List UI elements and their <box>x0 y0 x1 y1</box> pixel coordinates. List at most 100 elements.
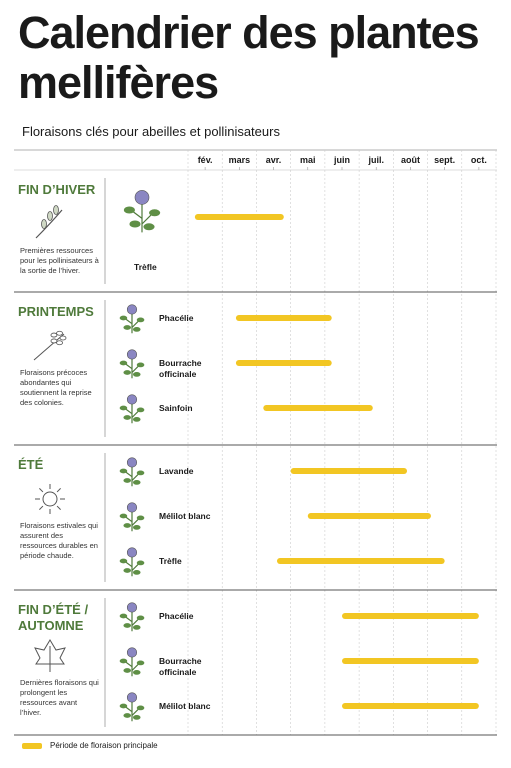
plant-name: Lavande <box>159 466 194 476</box>
legend-swatch <box>22 743 42 749</box>
x-tick-label: avr. <box>265 155 282 165</box>
plant-name: Mélilot blanc <box>159 701 211 711</box>
bloom-bar <box>235 315 332 321</box>
plant-icon <box>136 560 145 566</box>
x-tick-label: fév. <box>197 155 213 165</box>
group-description: Floraisons estivales qui assurent des re… <box>20 521 98 560</box>
group-icon <box>50 332 58 338</box>
plant-icon <box>126 547 138 558</box>
plant-icon <box>143 223 155 231</box>
group-description: Premières ressources pour les pollinisat… <box>20 246 99 275</box>
plant-icon <box>132 625 141 630</box>
plant-icon <box>123 668 132 673</box>
plant-icon <box>119 405 128 411</box>
plant-icon <box>136 362 145 368</box>
plant-icon <box>136 317 145 323</box>
plant-icon <box>132 417 141 422</box>
plant-name: Trèfle <box>134 262 157 272</box>
group-description: Floraisons précoces abondantes qui souti… <box>20 368 92 407</box>
plant-icon <box>149 209 161 217</box>
plant-icon <box>123 370 132 375</box>
group-icon <box>41 219 47 229</box>
x-tick-label: juin <box>334 155 350 165</box>
group-icon <box>33 333 65 361</box>
group-icon <box>59 335 67 341</box>
plant-icon <box>123 623 132 628</box>
plant-icon <box>126 647 138 658</box>
bloom-bar <box>342 703 479 709</box>
plant-icon <box>132 480 141 485</box>
plant-icon <box>123 713 132 718</box>
plant-icon <box>126 692 138 703</box>
group-icon <box>47 211 53 221</box>
plant-icon <box>126 349 138 360</box>
plant-name: Phacélie <box>159 611 194 621</box>
plant-icon <box>136 515 145 521</box>
plant-icon <box>129 220 141 228</box>
plant-icon <box>119 658 128 664</box>
plant-name: Sainfoin <box>159 403 193 413</box>
plant-icon <box>119 315 128 321</box>
plant-icon <box>132 570 141 575</box>
group-icon <box>39 505 44 510</box>
bloom-bar <box>342 613 479 619</box>
plant-name: Phacélie <box>159 313 194 323</box>
plant-icon <box>119 703 128 709</box>
group-icon <box>42 491 58 507</box>
plant-icon <box>123 523 132 528</box>
bloom-bar <box>290 468 408 474</box>
x-tick-label: août <box>400 155 420 165</box>
plant-icon <box>119 513 128 519</box>
plant-icon <box>119 468 128 474</box>
plant-name: Mélilot blanc <box>159 511 211 521</box>
plant-icon <box>134 190 150 205</box>
group-name: FIN D’HIVER <box>18 182 96 197</box>
plant-icon <box>136 705 145 711</box>
group-icon <box>53 205 59 215</box>
group-icon <box>56 505 61 510</box>
plant-icon <box>119 558 128 564</box>
plant-icon <box>126 602 138 613</box>
plant-icon <box>119 360 128 366</box>
x-tick-label: juil. <box>368 155 384 165</box>
plant-icon <box>136 470 145 476</box>
plant-icon <box>132 327 141 332</box>
plant-icon <box>123 325 132 330</box>
chart-subtitle: Floraisons clés pour abeilles et pollini… <box>22 124 280 139</box>
plant-icon <box>126 502 138 513</box>
plant-icon <box>136 660 145 666</box>
bloom-bar <box>235 360 332 366</box>
legend-label: Période de floraison principale <box>50 741 158 750</box>
plant-icon <box>132 525 141 530</box>
plant-icon <box>123 415 132 420</box>
plant-name: Bourrache officinale <box>159 358 202 379</box>
plant-icon <box>132 372 141 377</box>
group-icon <box>56 488 61 493</box>
x-tick-label: oct. <box>470 155 487 165</box>
bloom-bar <box>342 658 479 664</box>
plant-icon <box>136 615 145 621</box>
group-icon <box>35 209 63 239</box>
plant-name: Trèfle <box>159 556 182 566</box>
chart-title: Calendrier des plantes mellifères <box>18 7 480 108</box>
plant-icon <box>123 568 132 573</box>
x-tick-label: mai <box>300 155 316 165</box>
group-name: PRINTEMPS <box>18 304 94 319</box>
group-icon <box>56 340 63 346</box>
x-tick-label: mars <box>228 155 251 165</box>
plant-name: Bourrache officinale <box>159 656 202 677</box>
plant-icon <box>123 478 132 483</box>
plant-icon <box>132 715 141 720</box>
plant-icon <box>126 394 138 405</box>
bloom-bar <box>263 405 373 411</box>
bloom-bar <box>194 214 284 220</box>
plant-icon <box>119 613 128 619</box>
plant-icon <box>123 206 135 214</box>
bloom-bar <box>276 558 445 564</box>
group-icon <box>56 330 63 336</box>
group-description: Dernières floraisons qui prolongent les … <box>20 678 99 717</box>
plant-icon <box>132 670 141 675</box>
plant-icon <box>126 457 138 468</box>
group-name: ÉTÉ <box>18 457 44 472</box>
